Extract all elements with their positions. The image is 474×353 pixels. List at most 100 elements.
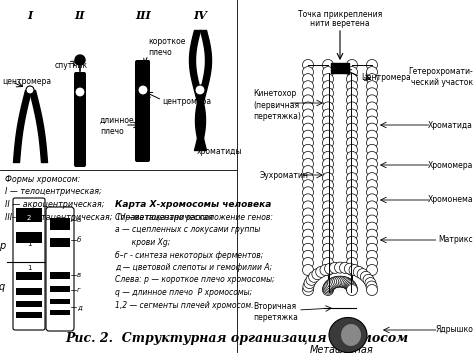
- Text: нити веретена: нити веретена: [310, 19, 370, 28]
- Circle shape: [322, 88, 334, 99]
- Circle shape: [345, 263, 356, 274]
- Circle shape: [366, 130, 377, 141]
- Text: короткое
плечо: короткое плечо: [148, 37, 185, 57]
- Circle shape: [365, 277, 376, 289]
- Ellipse shape: [329, 317, 367, 353]
- Circle shape: [346, 194, 357, 205]
- Circle shape: [353, 267, 365, 277]
- Text: I: I: [27, 10, 33, 21]
- Circle shape: [302, 102, 313, 113]
- Circle shape: [346, 130, 357, 141]
- Text: Формы хромосом:
I — телоцентрическая;
II — акроцентрическая;
III–субметацентриче: Формы хромосом: I — телоцентрическая; II…: [5, 175, 213, 221]
- FancyBboxPatch shape: [139, 90, 150, 162]
- Circle shape: [346, 151, 357, 162]
- Circle shape: [302, 243, 313, 254]
- Bar: [50, 238, 70, 247]
- Circle shape: [337, 276, 347, 287]
- Circle shape: [322, 95, 334, 106]
- Circle shape: [322, 264, 334, 275]
- Text: Хроматида: Хроматида: [428, 120, 473, 130]
- Bar: [16, 232, 42, 243]
- Circle shape: [346, 282, 357, 293]
- Circle shape: [346, 137, 357, 148]
- Circle shape: [366, 222, 377, 233]
- Bar: [16, 272, 42, 280]
- Circle shape: [322, 229, 334, 240]
- Text: II: II: [75, 10, 85, 21]
- Circle shape: [346, 257, 357, 268]
- Bar: [331, 63, 349, 73]
- Circle shape: [346, 74, 357, 85]
- Circle shape: [302, 158, 313, 169]
- FancyBboxPatch shape: [74, 72, 86, 94]
- Circle shape: [302, 137, 313, 148]
- Circle shape: [26, 86, 34, 94]
- Circle shape: [302, 116, 313, 127]
- Circle shape: [302, 81, 313, 92]
- Text: Справа показано расположение генов:
а — сцепленных с локусами группы
       кров: Справа показано расположение генов: а — …: [115, 213, 275, 310]
- Text: Карта Х-хромосомы человека: Карта Х-хромосомы человека: [115, 200, 272, 209]
- Circle shape: [346, 285, 357, 295]
- Circle shape: [329, 262, 340, 273]
- Text: центромера: центромера: [162, 96, 211, 106]
- Circle shape: [366, 74, 377, 85]
- Circle shape: [366, 250, 377, 261]
- Circle shape: [322, 81, 334, 92]
- Circle shape: [302, 60, 313, 71]
- Circle shape: [323, 283, 334, 294]
- Circle shape: [322, 130, 334, 141]
- Circle shape: [357, 269, 368, 280]
- Circle shape: [366, 208, 377, 219]
- Circle shape: [346, 215, 357, 226]
- FancyBboxPatch shape: [139, 60, 150, 92]
- Text: 1: 1: [27, 241, 31, 247]
- Circle shape: [302, 187, 313, 198]
- Text: Эухроматин: Эухроматин: [260, 170, 309, 179]
- Circle shape: [75, 55, 85, 65]
- Text: q: q: [0, 282, 5, 292]
- Circle shape: [346, 144, 357, 155]
- Circle shape: [343, 279, 354, 289]
- Circle shape: [302, 215, 313, 226]
- Text: Матрикс: Матрикс: [438, 235, 473, 245]
- Circle shape: [346, 250, 357, 261]
- Circle shape: [366, 285, 377, 295]
- Circle shape: [340, 277, 351, 288]
- Circle shape: [344, 280, 355, 291]
- Bar: [16, 312, 42, 318]
- Circle shape: [325, 280, 336, 291]
- Circle shape: [322, 158, 334, 169]
- Circle shape: [346, 243, 357, 254]
- Text: д: д: [77, 304, 82, 310]
- Circle shape: [346, 116, 357, 127]
- Circle shape: [328, 278, 338, 289]
- Circle shape: [366, 264, 377, 275]
- Circle shape: [302, 130, 313, 141]
- Circle shape: [322, 144, 334, 155]
- Circle shape: [302, 166, 313, 176]
- Polygon shape: [328, 65, 352, 290]
- Circle shape: [346, 109, 357, 120]
- Circle shape: [302, 95, 313, 106]
- Circle shape: [322, 257, 334, 268]
- Circle shape: [335, 262, 346, 273]
- Circle shape: [302, 229, 313, 240]
- Circle shape: [302, 88, 313, 99]
- Circle shape: [333, 276, 344, 287]
- Circle shape: [346, 67, 357, 78]
- Circle shape: [366, 102, 377, 113]
- Circle shape: [366, 201, 377, 212]
- Circle shape: [346, 236, 357, 247]
- Circle shape: [346, 201, 357, 212]
- Circle shape: [346, 187, 357, 198]
- FancyBboxPatch shape: [135, 60, 146, 92]
- Text: Кинетохор
(первичная
перетяжка): Кинетохор (первичная перетяжка): [253, 89, 301, 121]
- Circle shape: [320, 264, 331, 276]
- Circle shape: [322, 151, 334, 162]
- Circle shape: [366, 236, 377, 247]
- Circle shape: [339, 262, 350, 273]
- Circle shape: [302, 173, 313, 184]
- Circle shape: [346, 173, 357, 184]
- Circle shape: [366, 194, 377, 205]
- Circle shape: [346, 123, 357, 134]
